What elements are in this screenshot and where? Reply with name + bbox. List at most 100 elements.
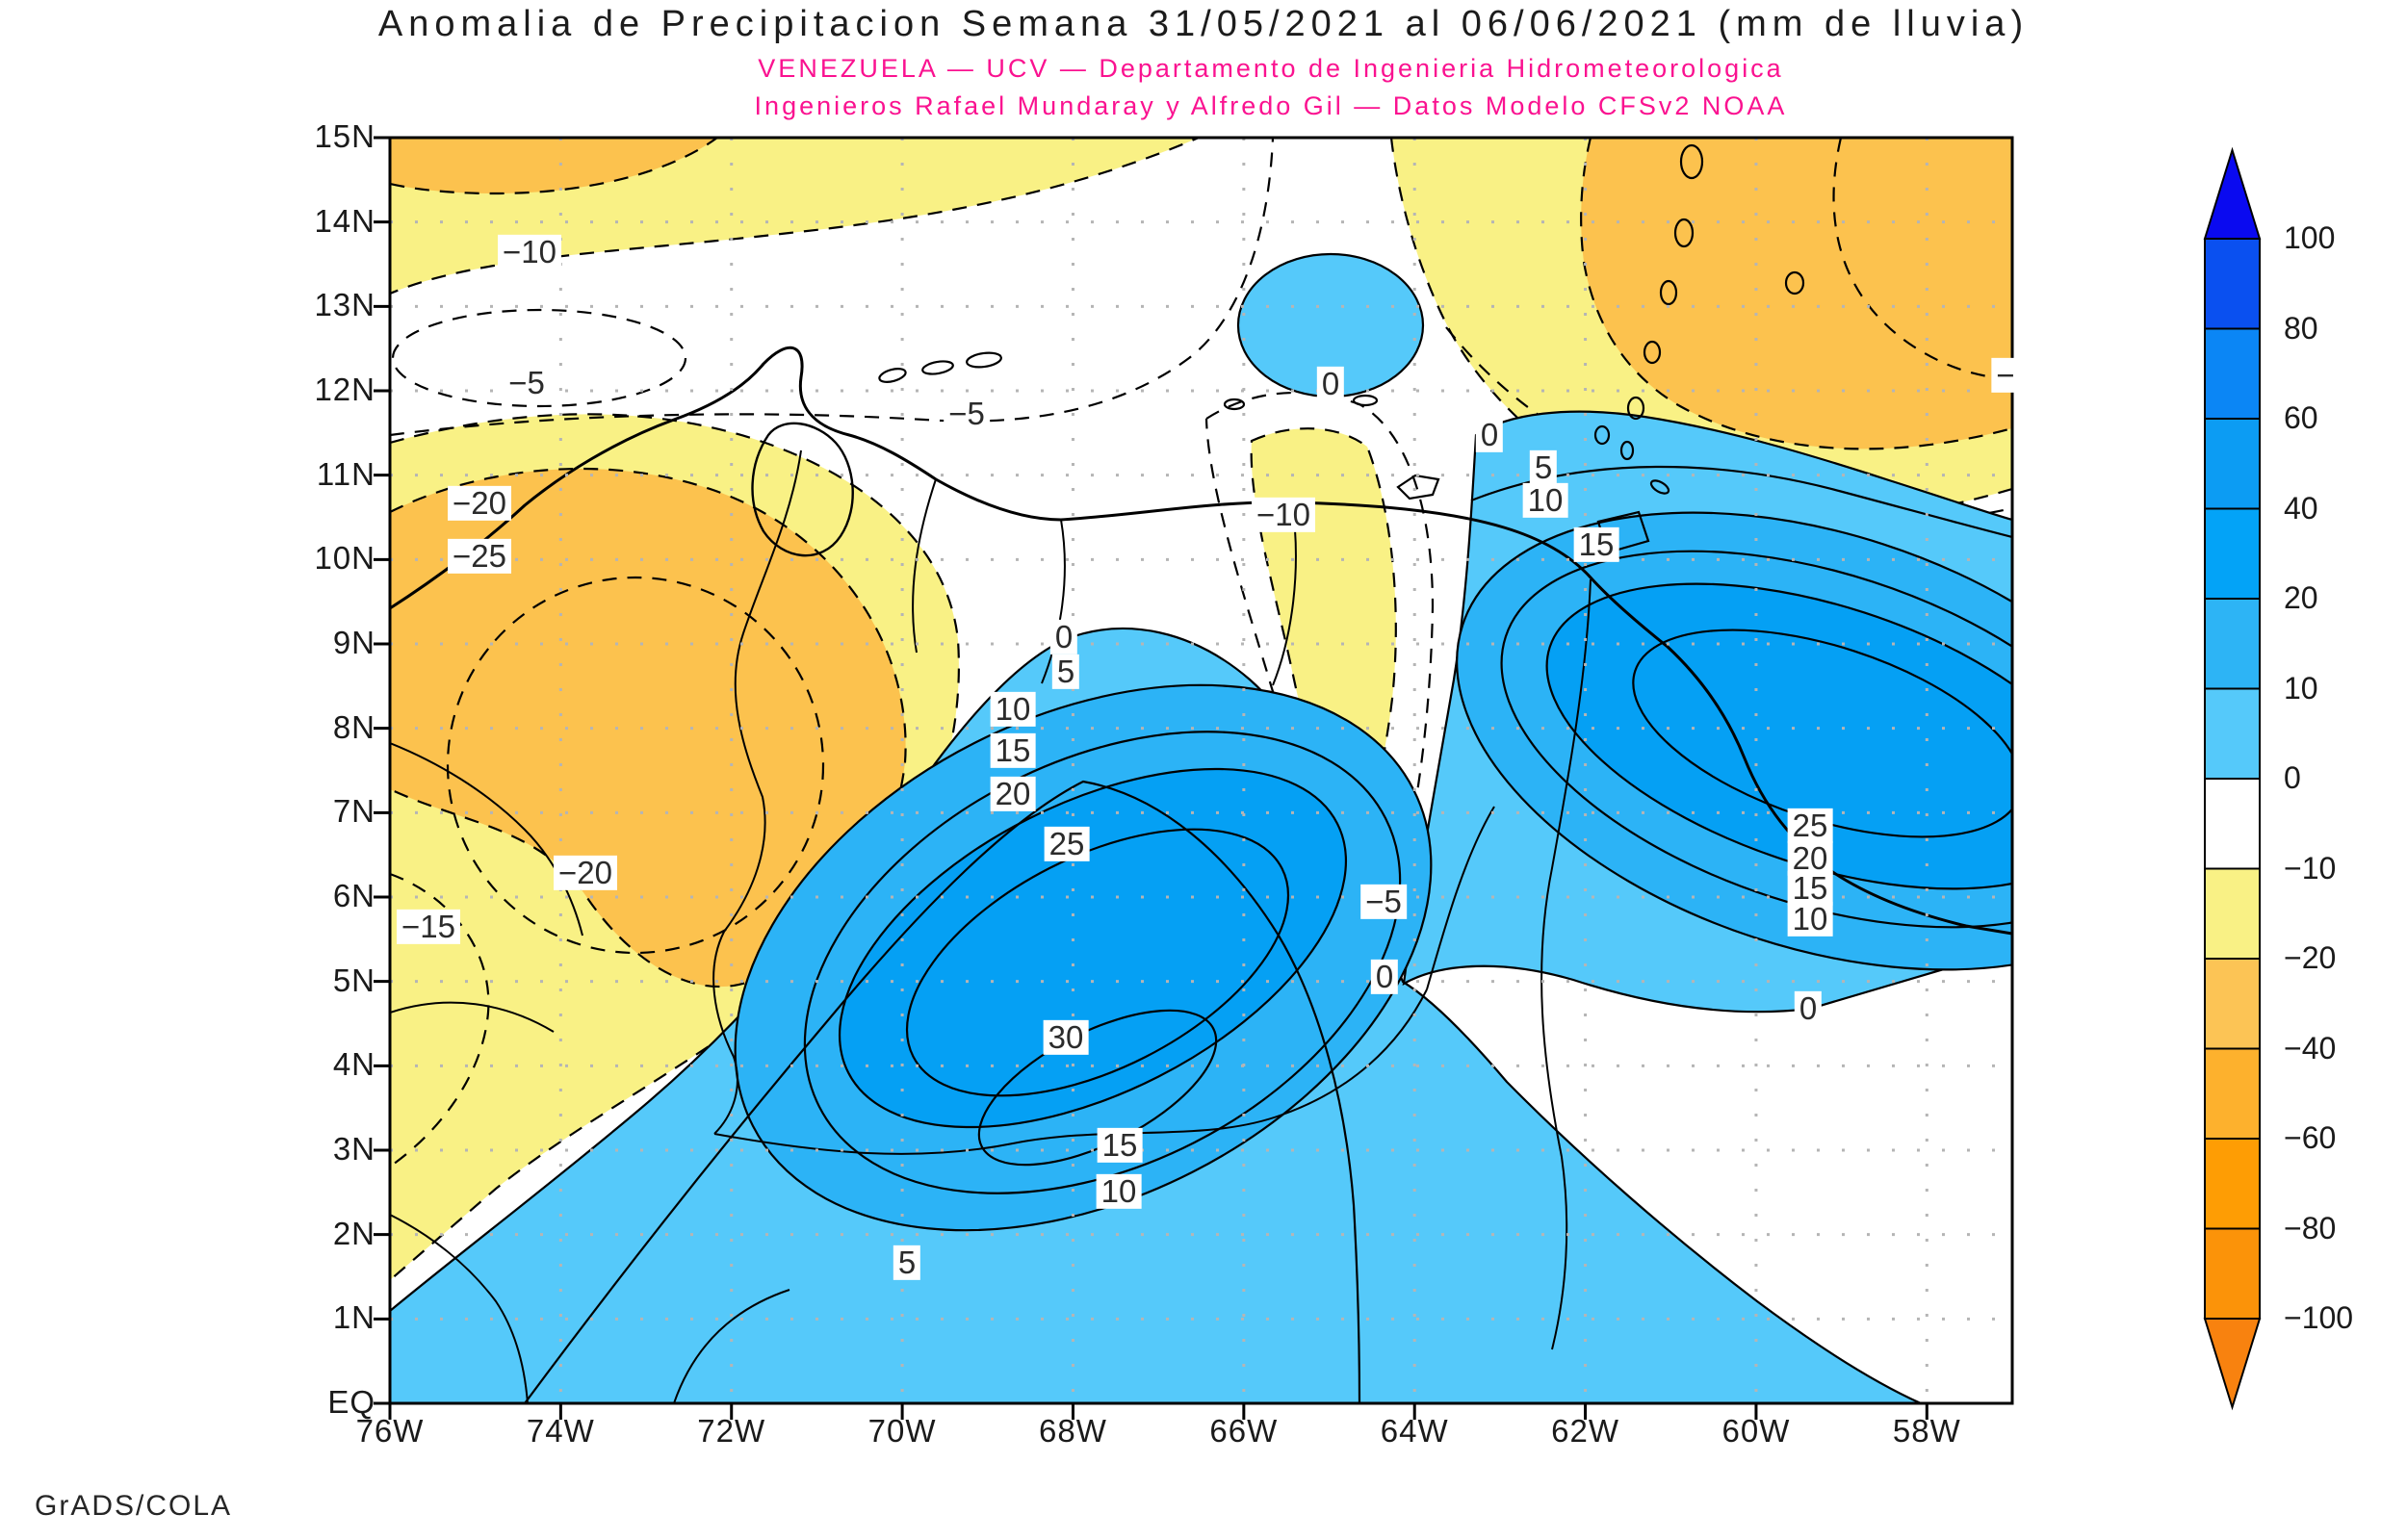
contour-label-−10-5: −10: [1252, 497, 1315, 533]
colorbar-level-10: 10: [2284, 670, 2318, 706]
lat-tick-label-6N: 6N: [332, 878, 375, 913]
negative-anomaly-regions: [390, 138, 2012, 1282]
contour-minus15: [390, 872, 490, 1168]
lat-tick-label-8N: 8N: [332, 708, 375, 745]
colorbar-segment-20: [2204, 598, 2261, 690]
lat-tick-label-1N: 1N: [332, 1299, 375, 1336]
colorbar-level-−60: −60: [2284, 1120, 2337, 1155]
east-20-band: [1545, 582, 2012, 890]
subtitle-institution: VENEZUELA — UCV — Departamento de Ingeni…: [758, 54, 1784, 83]
page-title: Anomalia de Precipitacion Semana 31/05/2…: [377, 4, 2030, 44]
colorbar-arrow-down: [2203, 1318, 2262, 1411]
colorbar-level-60: 60: [2284, 400, 2318, 435]
contour-minus25: [446, 576, 825, 955]
contour-label-10-12: 10: [1522, 482, 1568, 519]
lat-tick-label-15N: 15N: [314, 118, 375, 154]
colorbar-level-80: 80: [2284, 310, 2318, 346]
colorbar-segment-40: [2204, 507, 2261, 600]
islands: [878, 143, 1805, 554]
contour-label-15-17: 15: [990, 732, 1036, 769]
contour-label-0-25: 0: [1794, 990, 1823, 1027]
lat-tick-label-7N: 7N: [332, 793, 375, 830]
colorbar-level-−20: −20: [2284, 940, 2337, 975]
contour-label-15-13: 15: [1573, 526, 1619, 563]
orange-core-top-left: [390, 138, 719, 195]
colorbar-segment-−60: [2204, 1138, 2261, 1230]
colorbar-level-−40: −40: [2284, 1030, 2337, 1065]
contour-label-−15-7: −15: [397, 909, 460, 945]
colorbar-segments: [2204, 238, 2261, 1320]
lat-tick-label-4N: 4N: [332, 1046, 375, 1083]
colorbar-level-−80: −80: [2284, 1210, 2337, 1245]
colorbar-segment-−80: [2204, 1227, 2261, 1320]
lat-tick-label-5N: 5N: [332, 962, 375, 998]
contour-label-−10-0: −10: [498, 234, 561, 270]
colorbar-segment-−10: [2204, 867, 2261, 960]
colorbar-level-40: 40: [2284, 490, 2318, 526]
contour-label-10-28: 10: [1096, 1173, 1142, 1210]
lat-tick-label-2N: 2N: [332, 1215, 375, 1251]
lat-tick-label-13N: 13N: [314, 287, 375, 323]
colorbar-level-−100: −100: [2284, 1300, 2354, 1335]
colorbar-segment-100: [2204, 238, 2261, 330]
contour-label-20-22: 20: [1787, 840, 1833, 877]
lon-tick-label-72W: 72W: [697, 1413, 766, 1449]
axis-ticks: [374, 136, 1928, 1420]
lat-tick-label-12N: 12N: [314, 372, 375, 407]
colorbar-level-0: 0: [2284, 760, 2301, 795]
contour-label-0-14: 0: [1049, 619, 1078, 655]
lon-tick-label-64W: 64W: [1380, 1413, 1449, 1449]
colorbar-level-100: 100: [2284, 220, 2336, 255]
contour-label-10-16: 10: [990, 691, 1036, 728]
lat-tick-label-10N: 10N: [314, 540, 375, 577]
lat-tick-label-EQ: EQ: [327, 1384, 375, 1420]
contour-top-right-inner: [1832, 138, 2012, 381]
contour-minus5-oval: [391, 308, 687, 408]
lake-maracaibo: [751, 422, 854, 557]
colorbar-level-−10: −10: [2284, 850, 2337, 886]
lon-tick-label-66W: 66W: [1209, 1413, 1279, 1449]
contour-label-20-18: 20: [990, 776, 1036, 812]
contour-label-0-9: 0: [1316, 366, 1345, 402]
contour-label-0-10: 0: [1475, 417, 1504, 453]
lon-tick-label-76W: 76W: [355, 1413, 425, 1449]
colorbar-segment-10: [2204, 687, 2261, 780]
lon-tick-label-58W: 58W: [1892, 1413, 1961, 1449]
contour-label-0-26: 0: [1370, 959, 1399, 995]
colorbar-level-20: 20: [2284, 580, 2318, 615]
contour-label-−5-8: −5: [1360, 884, 1407, 920]
contour-label-−5-1: −5: [504, 365, 550, 401]
colorbar-segment-60: [2204, 418, 2261, 510]
contour-label-−5-2: −5: [944, 396, 990, 432]
lat-tick-label-9N: 9N: [332, 625, 375, 660]
subtitle-authors: Ingenieros Rafael Mundaray y Alfredo Gil…: [754, 91, 1788, 120]
contour-label-−-30: −: [1991, 357, 2020, 394]
contour-label-25-19: 25: [1044, 826, 1090, 862]
grid-dots: [390, 138, 2012, 1403]
contour-label-15-27: 15: [1097, 1127, 1143, 1164]
contour-label-5-29: 5: [893, 1245, 921, 1281]
positive-anomaly-regions: [390, 252, 2012, 1403]
contour-15-east: [1500, 550, 2012, 929]
contour-label-10-24: 10: [1787, 901, 1833, 937]
lat-tick-label-3N: 3N: [332, 1131, 375, 1167]
lon-tick-label-62W: 62W: [1551, 1413, 1619, 1449]
contour-5-central: [524, 780, 1361, 1403]
contour-label-−20-6: −20: [554, 855, 617, 891]
lon-tick-label-68W: 68W: [1039, 1413, 1107, 1449]
colorbar-arrow-up: [2203, 146, 2262, 240]
lat-tick-label-11N: 11N: [316, 455, 375, 492]
lon-tick-label-60W: 60W: [1721, 1413, 1791, 1449]
contour-label-5-15: 5: [1051, 654, 1080, 690]
contour-label-25-21: 25: [1787, 808, 1833, 844]
colorbar-segment-0: [2204, 778, 2261, 870]
contour-label-−20-3: −20: [448, 485, 511, 522]
lon-tick-label-74W: 74W: [526, 1413, 595, 1449]
lat-tick-label-14N: 14N: [314, 202, 375, 239]
colorbar: [2203, 146, 2262, 1411]
lon-tick-label-70W: 70W: [867, 1413, 937, 1449]
contour-minus5-long: [390, 138, 1275, 437]
colorbar-segment-80: [2204, 327, 2261, 420]
